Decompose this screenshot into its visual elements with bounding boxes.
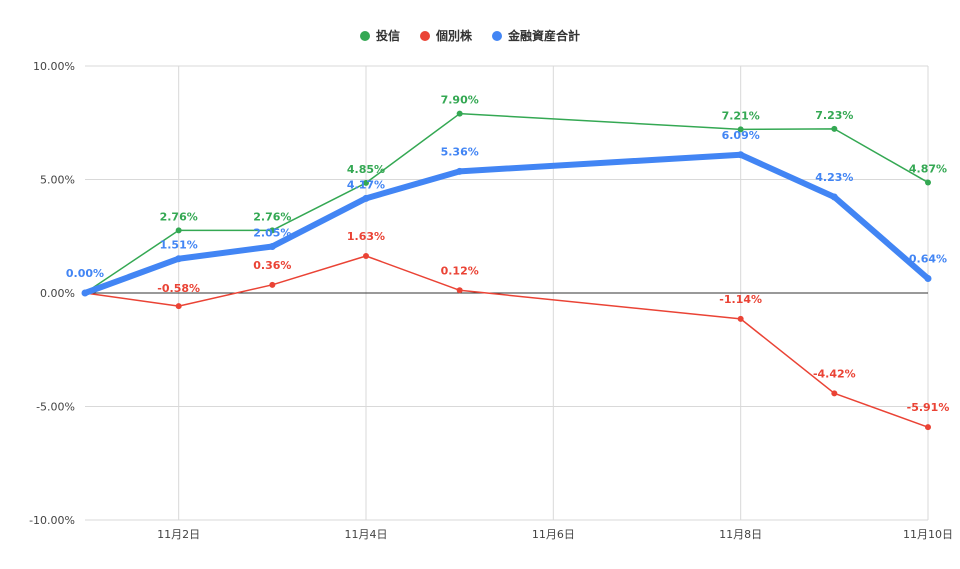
legend-marker bbox=[360, 31, 370, 41]
data-label: -5.91% bbox=[907, 401, 950, 414]
x-tick-label: 11月8日 bbox=[719, 528, 762, 541]
legend-marker bbox=[420, 31, 430, 41]
data-label: 4.17% bbox=[347, 178, 385, 191]
data-point bbox=[830, 193, 838, 201]
data-point bbox=[737, 315, 744, 322]
data-label: 2.76% bbox=[160, 210, 198, 223]
data-label: 5.36% bbox=[441, 145, 479, 158]
x-tick-label: 11月4日 bbox=[345, 528, 388, 541]
data-point bbox=[456, 110, 463, 117]
series-line-3 bbox=[82, 151, 931, 296]
data-point bbox=[737, 126, 744, 133]
data-label: 0.12% bbox=[441, 264, 479, 277]
y-tick-label: -10.00% bbox=[29, 514, 75, 527]
data-point bbox=[924, 274, 932, 282]
data-point bbox=[362, 194, 370, 202]
data-label: -1.14% bbox=[719, 293, 762, 306]
data-point bbox=[737, 151, 745, 159]
data-point bbox=[269, 227, 276, 234]
y-tick-label: 10.00% bbox=[33, 60, 75, 73]
data-label: -0.58% bbox=[157, 282, 200, 295]
data-point bbox=[831, 390, 838, 397]
legend-label: 金融資産合計 bbox=[507, 28, 580, 43]
data-point bbox=[81, 289, 89, 297]
data-point bbox=[268, 242, 276, 250]
y-tick-label: 5.00% bbox=[40, 174, 75, 187]
data-point bbox=[363, 252, 369, 259]
data-point bbox=[269, 281, 276, 288]
data-point bbox=[175, 255, 183, 263]
data-label: 4.23% bbox=[815, 171, 853, 184]
legend-label: 個別株 bbox=[435, 28, 473, 43]
data-label: 7.23% bbox=[815, 109, 853, 122]
data-label: 7.90% bbox=[441, 94, 479, 107]
series-line-2 bbox=[84, 255, 929, 428]
data-label: 2.05% bbox=[253, 226, 291, 239]
data-label: 4.85% bbox=[347, 163, 385, 176]
data-label: 0.36% bbox=[253, 259, 291, 272]
data-point bbox=[456, 287, 463, 294]
data-point bbox=[175, 303, 182, 310]
data-point bbox=[925, 179, 931, 186]
x-tick-label: 11月2日 bbox=[157, 528, 200, 541]
data-point bbox=[925, 424, 931, 431]
series-line-1 bbox=[84, 112, 929, 294]
data-point bbox=[175, 227, 182, 234]
data-label: -4.42% bbox=[813, 367, 856, 380]
data-label: 1.51% bbox=[160, 239, 198, 252]
data-point bbox=[363, 179, 369, 186]
data-label: 2.76% bbox=[253, 210, 291, 223]
x-tick-label: 11月10日 bbox=[903, 528, 953, 541]
data-label: 6.09% bbox=[722, 129, 760, 142]
data-label: 1.63% bbox=[347, 230, 385, 243]
data-label: 0.64% bbox=[909, 252, 947, 265]
data-point bbox=[831, 125, 838, 132]
x-tick-label: 11月6日 bbox=[532, 528, 575, 541]
y-tick-label: 0.00% bbox=[40, 287, 75, 300]
data-point bbox=[456, 167, 464, 175]
y-tick-label: -5.00% bbox=[36, 401, 75, 414]
data-label: 4.87% bbox=[909, 162, 947, 175]
data-label: 0.00% bbox=[66, 267, 104, 280]
legend-label: 投信 bbox=[376, 28, 400, 43]
data-label: 7.21% bbox=[722, 109, 760, 122]
legend-marker bbox=[492, 31, 502, 41]
